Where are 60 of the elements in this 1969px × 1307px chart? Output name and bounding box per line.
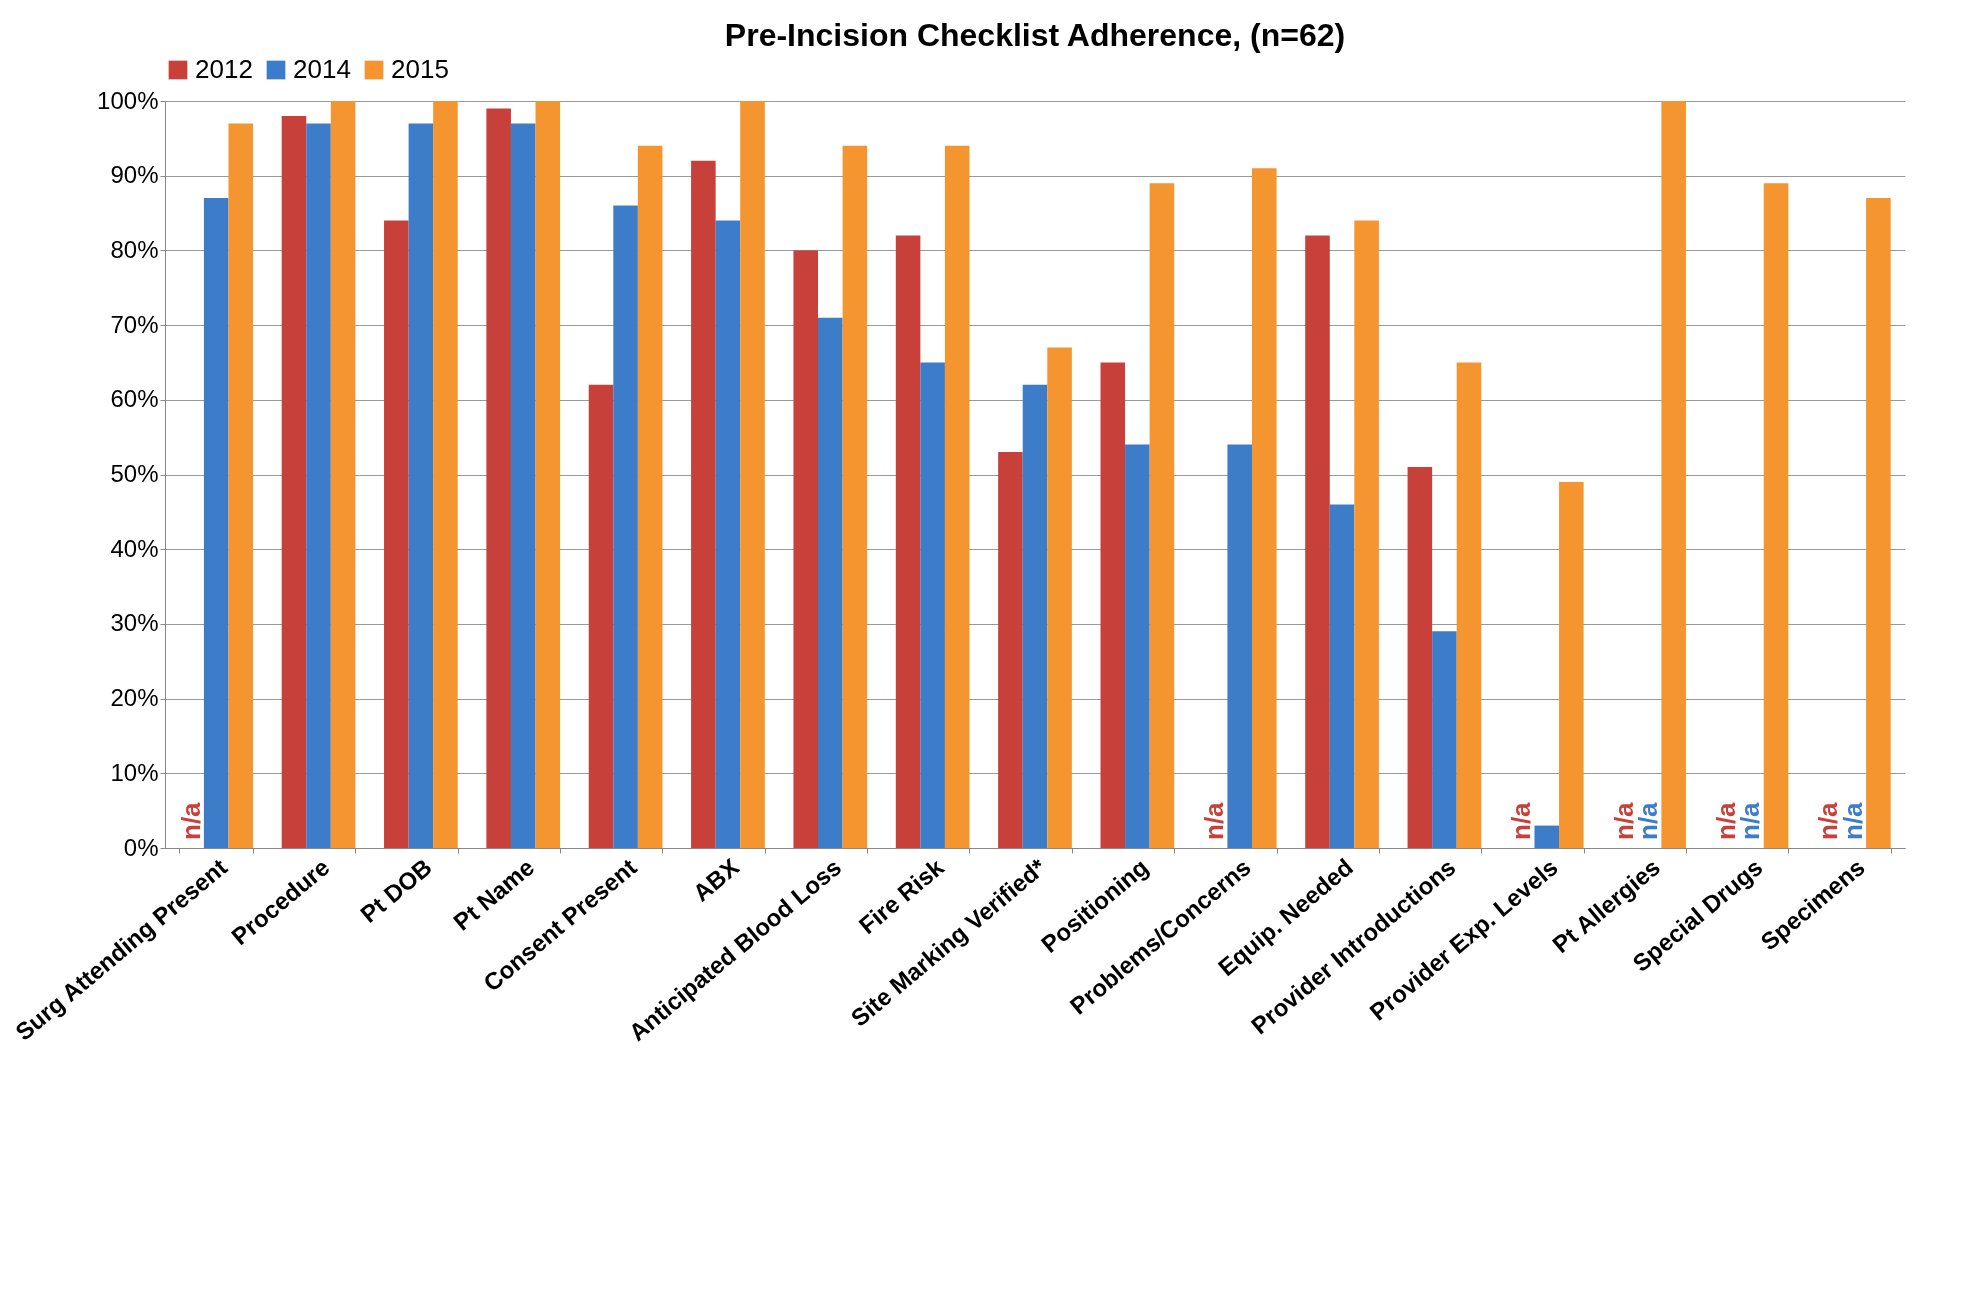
bar bbox=[281, 115, 307, 848]
y-tick-label: 50% bbox=[110, 460, 159, 487]
bar bbox=[433, 101, 458, 848]
bar bbox=[1047, 347, 1072, 848]
bar bbox=[1559, 481, 1584, 848]
bar bbox=[842, 145, 868, 848]
text: n/a bbox=[1199, 802, 1230, 840]
bar bbox=[895, 235, 921, 848]
bar bbox=[1125, 444, 1150, 848]
bar bbox=[330, 101, 356, 848]
bar bbox=[944, 145, 970, 848]
y-tick-label: 80% bbox=[110, 235, 159, 263]
y-tick-label: 90% bbox=[110, 161, 159, 189]
bar bbox=[1305, 235, 1330, 848]
bar bbox=[588, 384, 614, 848]
legend-label: 2014 bbox=[293, 54, 351, 84]
bar bbox=[793, 250, 819, 848]
bar bbox=[1149, 183, 1175, 848]
bar bbox=[306, 123, 331, 848]
bar bbox=[1100, 362, 1126, 848]
bar bbox=[510, 123, 536, 848]
bar bbox=[691, 160, 716, 848]
bar bbox=[920, 362, 945, 848]
legend-label: 2012 bbox=[195, 54, 253, 84]
y-tick-label: 30% bbox=[110, 609, 159, 637]
y-tick-label: 0% bbox=[123, 833, 159, 861]
bar bbox=[1661, 101, 1686, 848]
bar bbox=[818, 317, 843, 848]
bar bbox=[1534, 825, 1560, 848]
bar bbox=[637, 145, 663, 848]
bar bbox=[998, 452, 1023, 848]
bar bbox=[384, 220, 409, 848]
bar bbox=[203, 198, 229, 848]
y-tick-label: 20% bbox=[110, 684, 159, 712]
bar bbox=[1866, 198, 1891, 848]
y-tick-label: 70% bbox=[110, 310, 159, 338]
bar bbox=[1456, 362, 1482, 848]
y-tick-label: 60% bbox=[110, 385, 159, 413]
y-tick-label: 10% bbox=[110, 758, 159, 786]
bar bbox=[1763, 183, 1789, 848]
bar bbox=[408, 123, 434, 848]
bar bbox=[715, 220, 741, 848]
legend-label: 2015 bbox=[391, 54, 449, 84]
bar bbox=[740, 101, 765, 848]
bar bbox=[1251, 168, 1277, 848]
bar bbox=[1227, 444, 1252, 848]
bar bbox=[1329, 504, 1355, 848]
text: n/a bbox=[1506, 802, 1537, 840]
y-tick-label: 40% bbox=[110, 534, 159, 562]
bar bbox=[613, 205, 638, 848]
bar bbox=[1354, 220, 1379, 848]
bar bbox=[1022, 384, 1048, 848]
y-tick-label: 100% bbox=[97, 86, 159, 114]
chart-title: Pre-Incision Checklist Adherence, (n=62) bbox=[724, 17, 1346, 53]
bar bbox=[228, 123, 254, 848]
bar bbox=[1432, 631, 1457, 848]
bar bbox=[535, 101, 561, 848]
bar bbox=[1407, 467, 1433, 848]
text: n/a bbox=[175, 802, 206, 840]
bar bbox=[486, 108, 511, 848]
